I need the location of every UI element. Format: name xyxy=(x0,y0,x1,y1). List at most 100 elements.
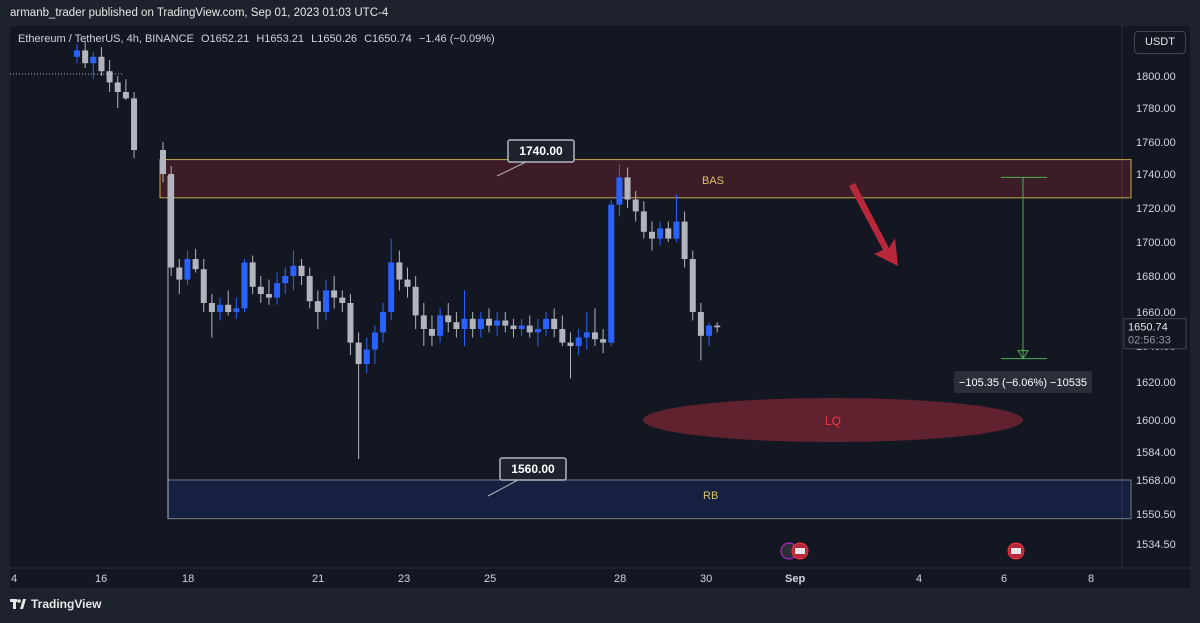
price-tick-label: 1550.50 xyxy=(1136,509,1176,521)
currency-button[interactable]: USDT xyxy=(1134,31,1186,54)
candle-body[interactable] xyxy=(355,342,362,364)
candle-body[interactable] xyxy=(624,177,631,200)
candle-body[interactable] xyxy=(347,303,354,343)
candle-body[interactable] xyxy=(363,349,370,364)
low-value: L1650.26 xyxy=(311,33,357,45)
candle-body[interactable] xyxy=(274,283,281,298)
candle-body[interactable] xyxy=(649,231,655,239)
rb-price-callout-box[interactable] xyxy=(499,457,567,481)
candle-body[interactable] xyxy=(551,318,558,329)
candle-body[interactable] xyxy=(184,259,191,280)
candle-body[interactable] xyxy=(665,228,672,239)
time-tick-label: 8 xyxy=(1088,573,1094,585)
candle-body[interactable] xyxy=(282,276,289,284)
price-tick-label: 1534.50 xyxy=(1136,539,1176,551)
bas-price-callout-pointer xyxy=(496,161,527,177)
candle-body[interactable] xyxy=(526,325,533,333)
candle-body[interactable] xyxy=(114,82,121,92)
candle-body[interactable] xyxy=(437,315,444,336)
candle-body[interactable] xyxy=(98,56,105,72)
candle-body[interactable] xyxy=(486,318,492,326)
candle-body[interactable] xyxy=(265,294,272,298)
candle-body[interactable] xyxy=(233,308,240,312)
candle-body[interactable] xyxy=(469,318,476,329)
footer-brand[interactable]: TradingView xyxy=(10,597,101,611)
candle-body[interactable] xyxy=(502,320,509,326)
candle-body[interactable] xyxy=(106,71,113,83)
candle-body[interactable] xyxy=(600,339,607,343)
candle-body[interactable] xyxy=(697,312,704,336)
chart-area[interactable] xyxy=(10,26,1190,588)
candle-body[interactable] xyxy=(331,290,338,298)
candle-body[interactable] xyxy=(559,329,566,343)
candle-body[interactable] xyxy=(420,315,427,329)
candle-body[interactable] xyxy=(640,211,647,232)
time-tick-label: 4 xyxy=(916,573,922,585)
candle-body[interactable] xyxy=(74,50,80,57)
candle-body[interactable] xyxy=(583,332,590,338)
candle-body[interactable] xyxy=(461,318,468,329)
time-tick-label: 30 xyxy=(700,573,712,585)
candle-body[interactable] xyxy=(567,342,574,346)
candle-body[interactable] xyxy=(323,290,329,312)
candle-body[interactable] xyxy=(534,329,541,333)
candle-body[interactable] xyxy=(208,303,215,312)
candle-body[interactable] xyxy=(225,304,232,312)
candle-body[interactable] xyxy=(90,56,97,64)
symbol-name[interactable]: Ethereum / TetherUS, 4h, BINANCE xyxy=(18,33,194,45)
candle-body[interactable] xyxy=(681,221,688,259)
candle-body[interactable] xyxy=(192,259,199,270)
time-tick-label: 23 xyxy=(398,573,410,585)
candle-body[interactable] xyxy=(445,315,452,323)
bas-price-callout-box[interactable] xyxy=(507,139,575,163)
candle-body[interactable] xyxy=(575,337,582,347)
candle-body[interactable] xyxy=(477,318,484,329)
candle-body[interactable] xyxy=(380,312,387,333)
us-flag-stripes-icon xyxy=(795,548,805,554)
candle-body[interactable] xyxy=(412,286,419,316)
candle-body[interactable] xyxy=(131,98,138,150)
candle-body[interactable] xyxy=(298,265,305,276)
candle-body[interactable] xyxy=(249,262,256,287)
candle-body[interactable] xyxy=(404,279,411,287)
candle-body[interactable] xyxy=(122,92,129,99)
candle-body[interactable] xyxy=(160,150,166,174)
candle-body[interactable] xyxy=(673,221,680,239)
candle-body[interactable] xyxy=(217,304,224,312)
candle-body[interactable] xyxy=(632,199,639,212)
candle-body[interactable] xyxy=(339,297,346,303)
candle-body[interactable] xyxy=(388,262,395,312)
candle-body[interactable] xyxy=(371,332,378,350)
rb-zone[interactable] xyxy=(167,479,1132,520)
candle-body[interactable] xyxy=(689,259,696,312)
candle-body[interactable] xyxy=(608,204,615,343)
candle-body[interactable] xyxy=(494,320,501,326)
candle-body[interactable] xyxy=(176,267,183,280)
candle-body[interactable] xyxy=(657,228,664,239)
candle-body[interactable] xyxy=(616,177,623,205)
candle-body[interactable] xyxy=(257,286,264,294)
measure-label-box[interactable] xyxy=(954,371,1092,393)
candle-body[interactable] xyxy=(518,325,525,329)
candle-body[interactable] xyxy=(168,174,175,268)
candle-body[interactable] xyxy=(510,325,517,329)
candle-body[interactable] xyxy=(706,325,713,336)
candle-body[interactable] xyxy=(314,301,321,312)
footer-brand-label: TradingView xyxy=(31,597,102,611)
candle-body[interactable] xyxy=(591,332,598,340)
candle-body[interactable] xyxy=(428,329,435,336)
candle-body[interactable] xyxy=(396,262,403,280)
candle-body[interactable] xyxy=(290,265,297,276)
candle-body[interactable] xyxy=(543,318,550,329)
candle-body[interactable] xyxy=(453,322,460,329)
candle-body[interactable] xyxy=(200,269,207,303)
liquidity-label: LQ xyxy=(825,414,841,428)
time-tick-label: Sep xyxy=(785,573,805,585)
candle-body[interactable] xyxy=(241,262,248,309)
candle-body[interactable] xyxy=(714,325,721,328)
candle-body[interactable] xyxy=(306,276,313,302)
price-chart[interactable]: 1800.00 1780.00 1760.00 1740.00 1720.00 1700.… xyxy=(10,26,1190,588)
liquidity-ellipse[interactable] xyxy=(643,398,1023,442)
bas-zone[interactable] xyxy=(159,159,1132,199)
candle-body[interactable] xyxy=(82,50,89,64)
